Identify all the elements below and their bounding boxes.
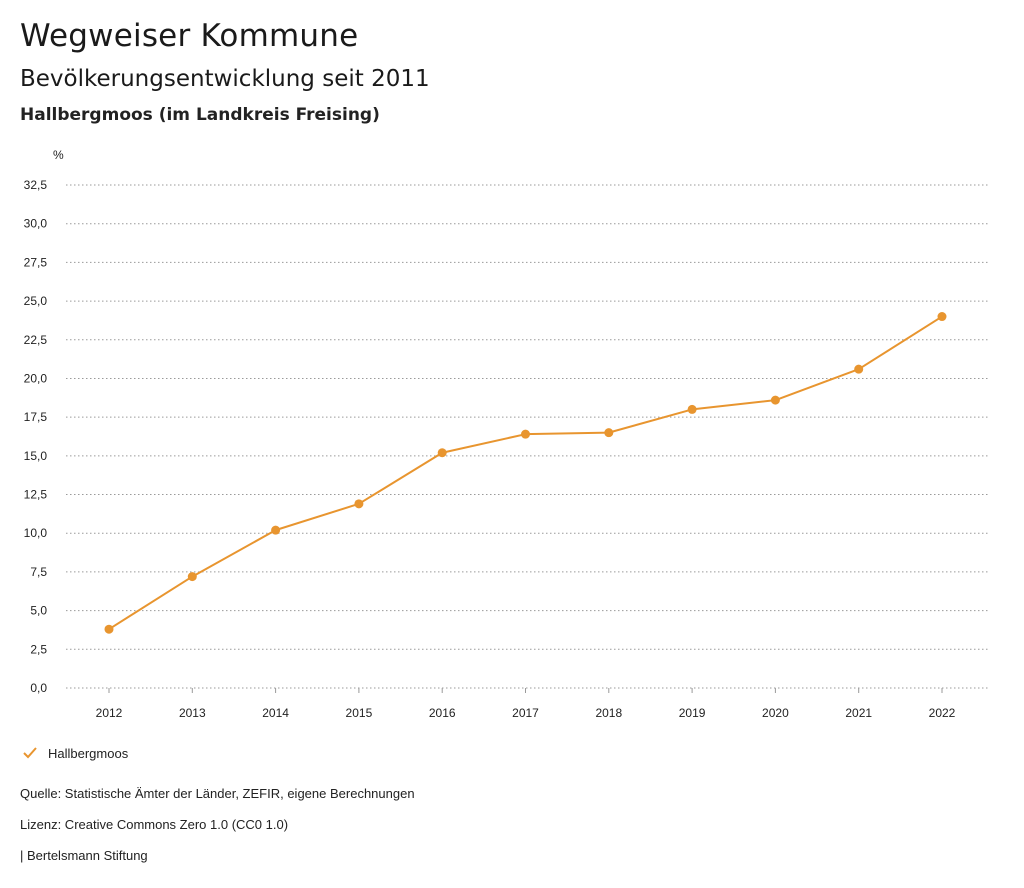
y-tick-label: 15,0: [24, 449, 48, 463]
chart-subtitle: Bevölkerungsentwicklung seit 2011: [20, 66, 430, 92]
x-tick-label: 2019: [679, 706, 706, 720]
data-point[interactable]: [854, 364, 864, 374]
license-note: Lizenz: Creative Commons Zero 1.0 (CC0 1…: [20, 817, 289, 832]
y-tick-label: 5,0: [30, 604, 47, 618]
series-line: [108, 315, 943, 631]
y-tick-label: 2,5: [30, 642, 47, 656]
page-title: Wegweiser Kommune: [20, 18, 359, 54]
y-tick-label: 32,5: [24, 178, 48, 192]
x-tick-label: 2022: [929, 706, 956, 720]
y-tick-label: 7,5: [30, 565, 47, 579]
data-point[interactable]: [271, 525, 281, 535]
legend-item-hallbergmoos[interactable]: Hallbergmoos: [22, 745, 128, 761]
y-tick-label: 27,5: [24, 255, 48, 269]
x-tick-label: 2020: [762, 706, 789, 720]
y-unit-label: %: [53, 148, 64, 162]
y-tick-label: 25,0: [24, 294, 48, 308]
x-tick-label: 2017: [512, 706, 539, 720]
x-tick-label: 2015: [346, 706, 373, 720]
y-tick-label: 0,0: [30, 681, 47, 695]
x-tick-label: 2018: [595, 706, 622, 720]
legend-label: Hallbergmoos: [48, 745, 129, 761]
x-tick-label: 2014: [262, 706, 289, 720]
data-point[interactable]: [937, 312, 947, 322]
x-tick-label: 2021: [845, 706, 872, 720]
y-tick-label: 17,5: [24, 410, 48, 424]
line-chart: % 0,0 2,5 5,0 7,5 10,0 12,5 15,0 17,5 20,0 22,5 25…: [24, 148, 990, 720]
data-point[interactable]: [604, 428, 614, 438]
y-tick-label: 10,0: [24, 526, 48, 540]
checkmark-icon: [23, 747, 37, 759]
data-point[interactable]: [187, 572, 197, 582]
data-point[interactable]: [354, 499, 364, 509]
x-tick-label: 2016: [429, 706, 456, 720]
data-point[interactable]: [770, 395, 780, 405]
x-tick-label: 2013: [179, 706, 206, 720]
x-tick-label: 2012: [96, 706, 123, 720]
data-point[interactable]: [687, 404, 697, 414]
y-tick-label: 20,0: [24, 371, 48, 385]
source-note: Quelle: Statistische Ämter der Länder, Z…: [20, 786, 415, 801]
region-label: Hallbergmoos (im Landkreis Freising): [20, 105, 380, 125]
data-point[interactable]: [521, 429, 530, 439]
data-point[interactable]: [104, 624, 114, 634]
data-point[interactable]: [437, 448, 447, 458]
y-tick-label: 12,5: [24, 488, 48, 502]
y-tick-label: 22,5: [24, 333, 48, 347]
publisher-note: | Bertelsmann Stiftung: [20, 848, 148, 863]
y-tick-label: 30,0: [24, 217, 48, 231]
